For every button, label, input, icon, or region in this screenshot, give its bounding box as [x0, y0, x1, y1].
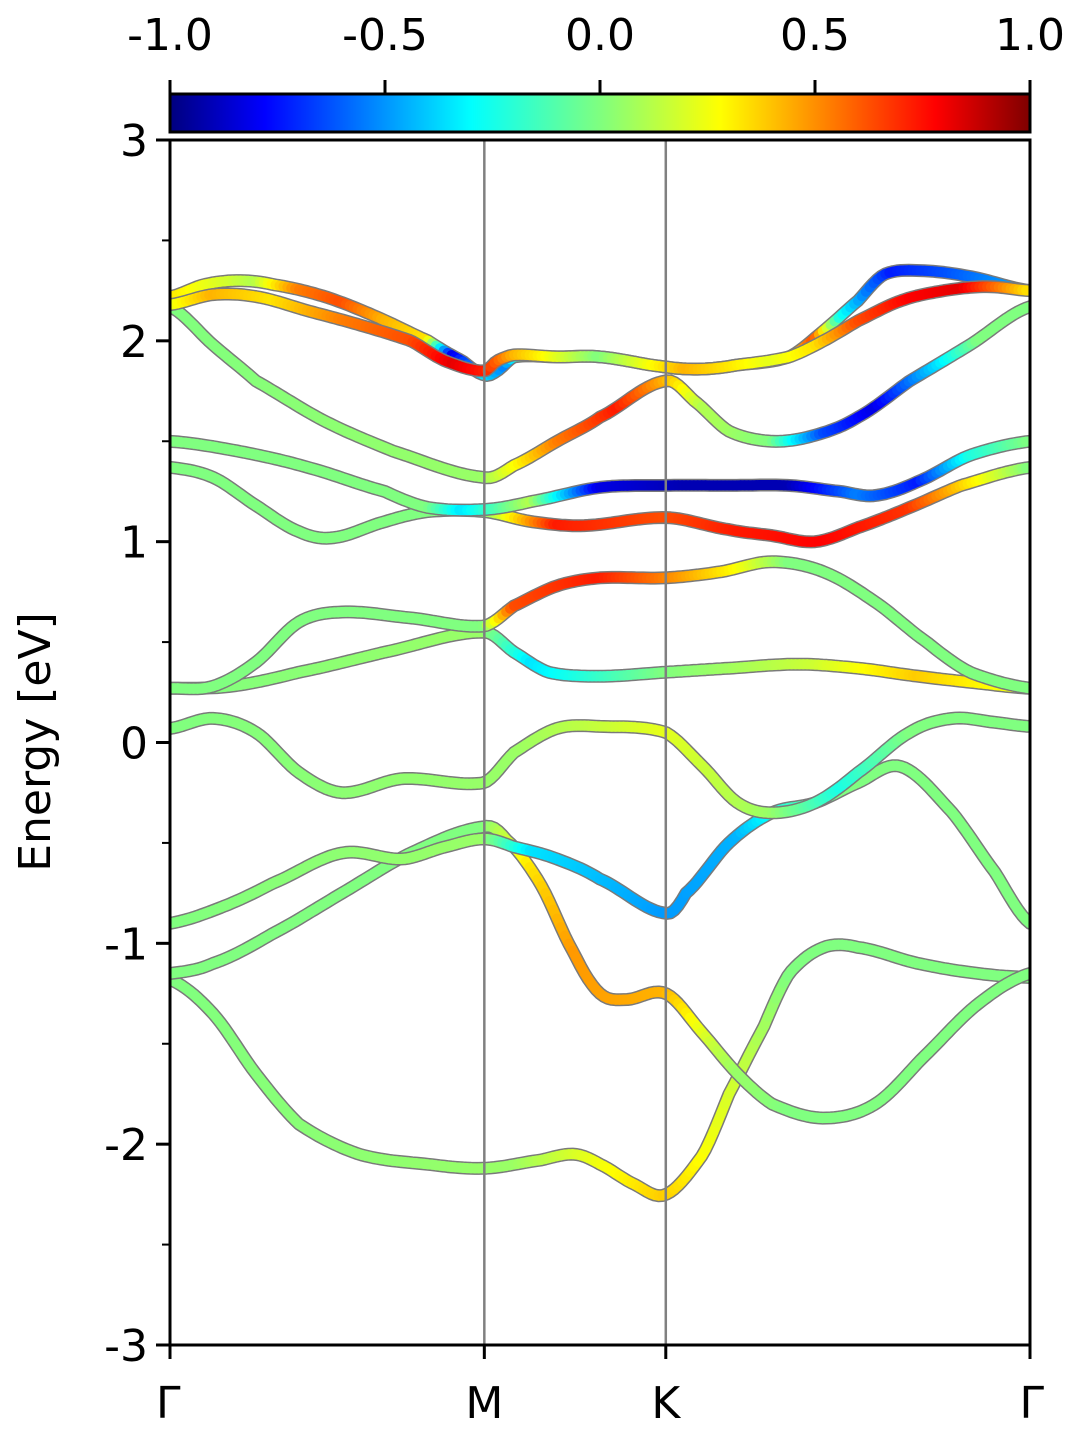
- band-2: [170, 819, 1030, 1125]
- colorbar-tick-label: -0.5: [342, 10, 428, 61]
- y-tick-label: -3: [104, 1321, 148, 1372]
- bands: [170, 263, 1030, 1203]
- band-3: [170, 759, 1030, 930]
- colorbar-tick-label: 0.5: [780, 10, 850, 61]
- x-tick-label: Γ: [1019, 1378, 1044, 1429]
- band-6: [170, 555, 1030, 696]
- y-tick-label: -1: [104, 919, 148, 970]
- y-tick-label: 2: [120, 317, 148, 368]
- y-tick-label: 3: [120, 116, 148, 167]
- band-outline: [170, 938, 1030, 1203]
- band-1: [170, 938, 1030, 1203]
- colorbar-gradient: [168, 92, 1032, 134]
- high-symmetry-lines: [483, 140, 668, 1345]
- band-outline: [170, 434, 1030, 517]
- x-tick-label: K: [651, 1378, 681, 1429]
- x-tick-label: Γ: [156, 1378, 181, 1429]
- colorbar-tick-label: 1.0: [995, 10, 1065, 61]
- band-4: [170, 711, 1030, 820]
- colorbar-tick-label: 0.0: [565, 10, 635, 61]
- band-outline: [170, 759, 1030, 930]
- y-tick-label: 0: [120, 719, 148, 770]
- y-tick-label: 1: [120, 518, 148, 569]
- band-8: [170, 434, 1030, 517]
- colorbar-ticks: -1.0 -0.5 0.0 0.5 1.0: [127, 10, 1065, 94]
- colorbar: -1.0 -0.5 0.0 0.5 1.0: [127, 10, 1065, 134]
- band-11: [170, 280, 1030, 378]
- colorbar-tick-label: -1.0: [127, 10, 213, 61]
- band-7: [170, 460, 1030, 549]
- y-axis: -3 -2 -1 0 1 2 3: [104, 116, 170, 1372]
- band-9: [170, 300, 1030, 485]
- y-axis-title: Energy [eV]: [10, 612, 61, 872]
- x-tick-label: M: [465, 1378, 503, 1429]
- y-tick-label: -2: [104, 1120, 148, 1171]
- band-5: [170, 625, 1030, 695]
